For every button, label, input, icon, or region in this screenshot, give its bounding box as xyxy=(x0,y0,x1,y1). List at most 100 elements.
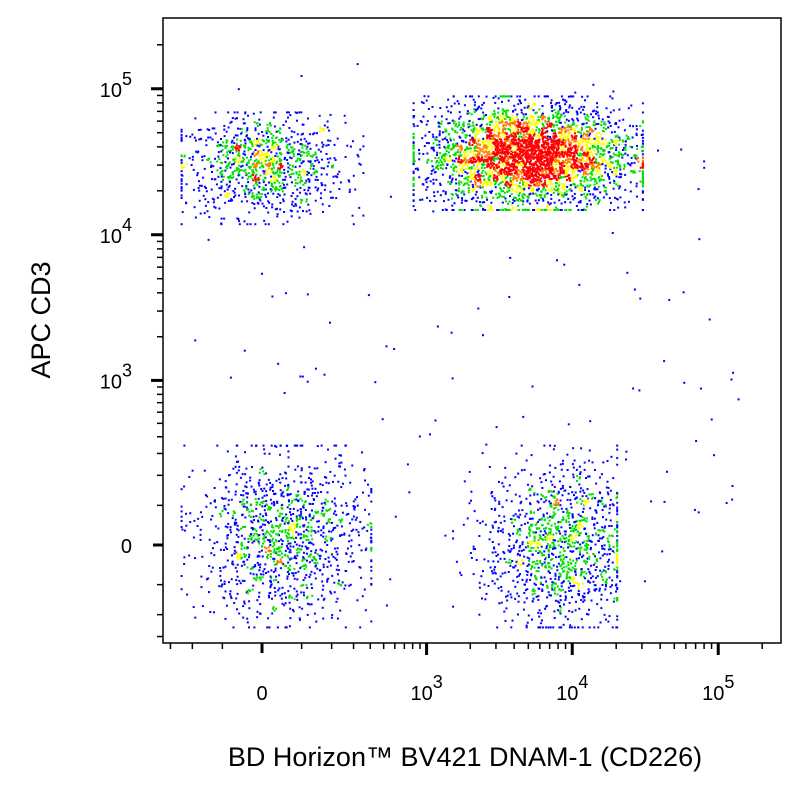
event-point xyxy=(286,111,288,114)
event-point xyxy=(269,123,272,126)
event-point xyxy=(475,145,478,148)
event-point xyxy=(506,175,509,178)
event-point xyxy=(270,175,272,178)
event-point xyxy=(619,196,622,199)
event-point xyxy=(505,132,508,135)
event-point xyxy=(568,140,571,143)
event-point xyxy=(494,144,497,147)
event-point xyxy=(514,169,517,172)
event-point xyxy=(245,467,248,470)
event-point xyxy=(270,182,273,185)
event-point xyxy=(480,127,483,130)
event-point xyxy=(249,223,252,226)
event-point xyxy=(299,159,302,162)
event-point xyxy=(293,557,296,559)
event-point xyxy=(348,180,351,183)
event-point xyxy=(475,159,478,162)
event-point xyxy=(521,145,524,148)
event-point xyxy=(525,160,528,163)
event-point xyxy=(495,153,498,156)
event-point xyxy=(441,156,443,159)
event-point xyxy=(288,536,291,539)
event-point xyxy=(205,190,208,193)
event-point xyxy=(255,173,258,176)
event-point xyxy=(413,160,416,163)
event-point xyxy=(490,118,493,120)
event-point xyxy=(220,223,223,226)
event-point xyxy=(329,113,332,116)
event-point xyxy=(553,171,556,174)
event-point xyxy=(314,178,317,181)
event-point xyxy=(274,187,277,190)
event-point xyxy=(521,157,524,160)
event-point xyxy=(490,129,492,132)
event-point xyxy=(566,154,569,157)
event-point xyxy=(463,104,466,107)
event-point xyxy=(506,209,509,211)
event-point xyxy=(326,120,329,123)
event-point xyxy=(520,172,523,175)
event-point xyxy=(256,137,258,140)
event-point xyxy=(581,147,583,150)
event-point xyxy=(518,148,521,151)
event-point xyxy=(598,176,601,179)
event-point xyxy=(572,152,575,154)
event-point xyxy=(483,144,486,147)
event-point xyxy=(501,152,504,155)
event-point xyxy=(597,149,599,152)
event-point xyxy=(306,170,309,173)
event-point xyxy=(455,151,458,154)
event-point xyxy=(242,118,245,121)
event-point xyxy=(602,160,605,163)
event-point xyxy=(533,144,536,147)
event-point xyxy=(233,111,236,114)
event-point xyxy=(568,125,571,128)
event-point xyxy=(530,151,533,154)
event-point xyxy=(302,160,304,163)
event-point xyxy=(514,133,517,136)
event-point xyxy=(543,142,546,145)
event-point xyxy=(557,209,560,211)
event-point xyxy=(449,137,452,140)
event-point xyxy=(412,145,415,148)
event-point xyxy=(253,121,256,124)
event-point xyxy=(505,163,508,166)
event-point xyxy=(558,138,560,141)
event-point xyxy=(264,512,267,515)
event-point xyxy=(295,562,298,565)
event-point xyxy=(323,128,325,131)
event-point xyxy=(275,171,278,174)
event-point xyxy=(538,161,541,164)
event-point xyxy=(507,138,510,141)
event-point xyxy=(413,125,416,128)
event-point xyxy=(560,129,563,132)
event-point xyxy=(488,175,491,178)
event-point xyxy=(306,559,309,562)
event-point xyxy=(180,138,183,141)
event-point xyxy=(615,146,618,149)
event-point xyxy=(220,187,223,190)
event-point xyxy=(513,137,516,140)
event-point xyxy=(472,157,475,160)
event-point xyxy=(471,144,474,146)
event-point xyxy=(492,150,495,153)
event-point xyxy=(308,513,311,516)
event-point xyxy=(571,195,574,198)
event-point xyxy=(477,176,480,178)
event-point xyxy=(479,148,482,150)
event-point xyxy=(619,172,621,175)
event-point xyxy=(432,168,435,171)
event-point xyxy=(260,143,263,146)
event-point xyxy=(294,197,297,200)
event-point xyxy=(558,156,561,159)
event-point xyxy=(190,164,193,166)
event-point xyxy=(422,183,425,186)
event-point xyxy=(512,140,515,143)
event-point xyxy=(510,130,513,133)
event-point xyxy=(562,160,564,162)
event-point xyxy=(305,172,308,174)
event-point xyxy=(305,518,308,521)
event-point xyxy=(488,150,491,153)
event-point xyxy=(635,134,638,137)
event-point xyxy=(258,118,261,121)
